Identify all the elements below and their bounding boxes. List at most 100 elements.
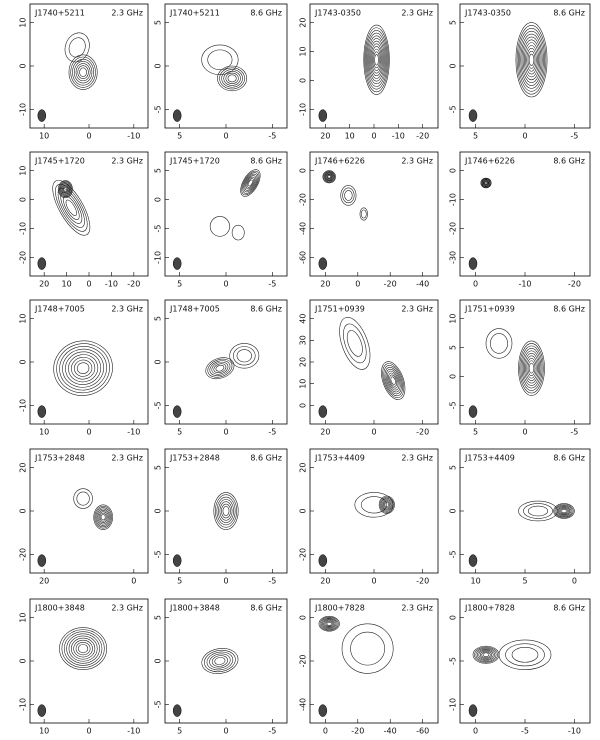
contour bbox=[215, 494, 237, 528]
contour bbox=[205, 357, 235, 380]
x-tick-label: 0 bbox=[473, 280, 478, 289]
y-tick-label: 0 bbox=[299, 508, 308, 513]
frequency: 2.3 GHz bbox=[401, 9, 433, 18]
contour bbox=[70, 56, 96, 88]
frequency: 2.3 GHz bbox=[401, 454, 433, 463]
contour bbox=[68, 354, 99, 383]
frequency: 8.6 GHz bbox=[250, 454, 282, 463]
x-tick-label: -40 bbox=[416, 280, 429, 289]
contour bbox=[73, 359, 93, 377]
y-tick-label: 0 bbox=[299, 615, 308, 620]
panel-frame bbox=[309, 598, 439, 724]
x-tick-label: 0 bbox=[131, 577, 136, 586]
contour bbox=[209, 216, 230, 237]
y-tick-label: -5 bbox=[154, 105, 163, 113]
contour bbox=[73, 639, 93, 658]
panel-frame bbox=[29, 151, 149, 277]
contour bbox=[340, 185, 357, 206]
contour bbox=[364, 27, 389, 93]
panel-frame bbox=[459, 448, 591, 574]
x-tick-label: 0 bbox=[86, 280, 91, 289]
panel: J1753+2848 8.6 GHz 5 0 -5 5 0 -5 bbox=[154, 448, 288, 586]
contour bbox=[527, 50, 536, 69]
x-tick-label: -5 bbox=[268, 280, 276, 289]
source-name: J1740+5211 bbox=[34, 9, 85, 18]
contour bbox=[520, 345, 543, 391]
panel-frame bbox=[309, 3, 439, 129]
contour bbox=[62, 186, 69, 193]
x-tick-label: -60 bbox=[416, 727, 429, 736]
source-name: J1743-0350 bbox=[314, 9, 361, 18]
x-tick-label: 10 bbox=[471, 577, 481, 586]
source-name: J1751+0939 bbox=[464, 305, 515, 314]
x-tick-label: 10 bbox=[39, 132, 49, 141]
source-name: J1751+0939 bbox=[314, 305, 365, 314]
x-tick-label: -20 bbox=[384, 280, 397, 289]
contour bbox=[527, 505, 549, 517]
x-tick-label: -5 bbox=[268, 132, 276, 141]
x-tick-label: -20 bbox=[416, 132, 429, 141]
y-tick-label: -10 bbox=[19, 103, 28, 116]
source-name: J1753+2848 bbox=[34, 454, 85, 463]
x-tick-label: -10 bbox=[518, 280, 531, 289]
source-name: J1800+7828 bbox=[314, 604, 365, 613]
y-tick-label: 40 bbox=[299, 314, 308, 324]
contour bbox=[323, 171, 335, 182]
y-tick-label: -5 bbox=[449, 105, 458, 113]
x-tick-label: -5 bbox=[268, 577, 276, 586]
panel: J1753+4409 2.3 GHz 20 0 -20 20 0 -20 bbox=[299, 448, 439, 586]
contour bbox=[219, 67, 245, 90]
contour bbox=[359, 207, 368, 221]
contour bbox=[382, 500, 391, 510]
y-tick-label: 10 bbox=[449, 314, 458, 324]
contour bbox=[485, 328, 513, 359]
frequency: 8.6 GHz bbox=[553, 604, 585, 613]
beam bbox=[318, 704, 328, 717]
contour bbox=[521, 348, 542, 389]
panel-frame bbox=[164, 448, 288, 574]
contour bbox=[482, 179, 490, 187]
contour bbox=[322, 170, 336, 184]
beam bbox=[468, 257, 478, 270]
source-name: J1800+3848 bbox=[169, 604, 220, 613]
contour bbox=[517, 28, 545, 92]
y-tick-label: -5 bbox=[154, 550, 163, 558]
contour bbox=[223, 71, 241, 86]
contour bbox=[77, 65, 89, 80]
contour bbox=[76, 491, 90, 506]
contour bbox=[322, 618, 337, 630]
contour bbox=[556, 505, 572, 517]
source-name: J1800+3848 bbox=[34, 604, 85, 613]
x-tick-label: 0 bbox=[572, 577, 577, 586]
contour bbox=[511, 647, 539, 663]
contour bbox=[73, 488, 93, 509]
contour bbox=[247, 179, 253, 187]
contour bbox=[78, 644, 89, 654]
x-tick-label: 5 bbox=[177, 428, 182, 437]
contour bbox=[555, 504, 573, 518]
contour bbox=[68, 635, 98, 662]
y-tick-label: 0 bbox=[154, 508, 163, 513]
contour bbox=[201, 648, 239, 674]
y-tick-label: -20 bbox=[299, 654, 308, 667]
contour bbox=[515, 22, 548, 98]
contour bbox=[59, 346, 107, 391]
source-name: J1753+4409 bbox=[314, 454, 365, 463]
frequency: 2.3 GHz bbox=[401, 305, 433, 314]
frequency: 2.3 GHz bbox=[111, 9, 143, 18]
panel: J1800+7828 8.6 GHz 0 -5 -10 0 -5 -10 bbox=[449, 598, 591, 736]
contour bbox=[324, 620, 335, 628]
y-tick-label: 5 bbox=[154, 465, 163, 470]
beam bbox=[172, 257, 182, 270]
x-tick-label: -10 bbox=[105, 280, 118, 289]
frequency: 2.3 GHz bbox=[111, 454, 143, 463]
frequency: 8.6 GHz bbox=[553, 9, 585, 18]
x-tick-label: -40 bbox=[384, 727, 397, 736]
contour bbox=[553, 503, 575, 519]
contour bbox=[360, 209, 367, 219]
source-name: J1748+7005 bbox=[34, 305, 85, 314]
y-tick-label: -20 bbox=[449, 222, 458, 235]
contour bbox=[236, 349, 252, 363]
panel: J1746+6226 2.3 GHz 20 0 -20 -40 0 -20 -40 -60 bbox=[299, 151, 439, 289]
